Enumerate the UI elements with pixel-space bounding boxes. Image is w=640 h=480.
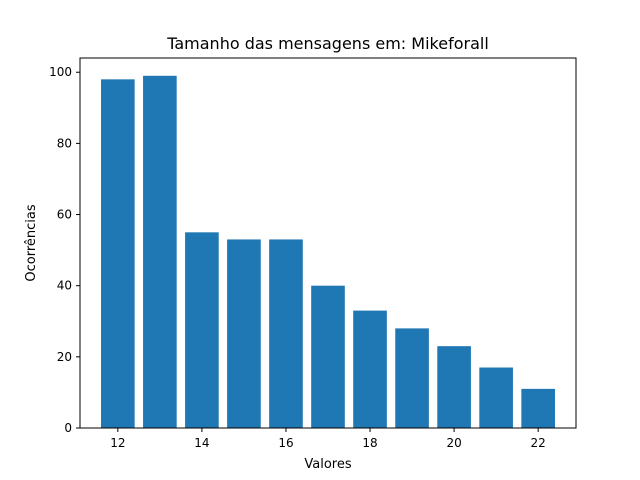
bar-19 xyxy=(395,328,429,428)
bar-20 xyxy=(437,346,471,428)
bar-18 xyxy=(353,310,387,428)
x-tick-label-12: 12 xyxy=(110,436,125,450)
y-axis-label: Ocorrências xyxy=(24,204,39,281)
bar-12 xyxy=(101,79,135,428)
x-tick-label-18: 18 xyxy=(362,436,377,450)
bar-21 xyxy=(479,367,513,428)
x-axis-ticks: 12 14 16 18 20 22 xyxy=(110,428,546,450)
bars-group xyxy=(101,75,555,429)
y-tick-label-40: 40 xyxy=(57,279,72,293)
y-tick-label-0: 0 xyxy=(64,421,72,435)
y-tick-label-60: 60 xyxy=(57,208,72,222)
x-tick-label-16: 16 xyxy=(278,436,293,450)
bar-17 xyxy=(311,285,345,428)
bar-16 xyxy=(269,239,303,428)
y-tick-label-20: 20 xyxy=(57,350,72,364)
y-axis-ticks: 0 20 40 60 80 100 xyxy=(49,65,80,435)
y-tick-label-80: 80 xyxy=(57,136,72,150)
y-tick-label-100: 100 xyxy=(49,65,72,79)
x-tick-label-14: 14 xyxy=(194,436,209,450)
x-tick-label-22: 22 xyxy=(531,436,546,450)
x-tick-label-20: 20 xyxy=(446,436,461,450)
plot-frame xyxy=(79,57,577,429)
bar-15 xyxy=(227,239,261,428)
chart-title: Tamanho das mensagens em: Mikeforall xyxy=(166,34,489,53)
bar-22 xyxy=(521,388,555,428)
bar-14 xyxy=(185,232,219,428)
x-axis-label: Valores xyxy=(304,457,351,472)
bar-13 xyxy=(143,75,177,429)
